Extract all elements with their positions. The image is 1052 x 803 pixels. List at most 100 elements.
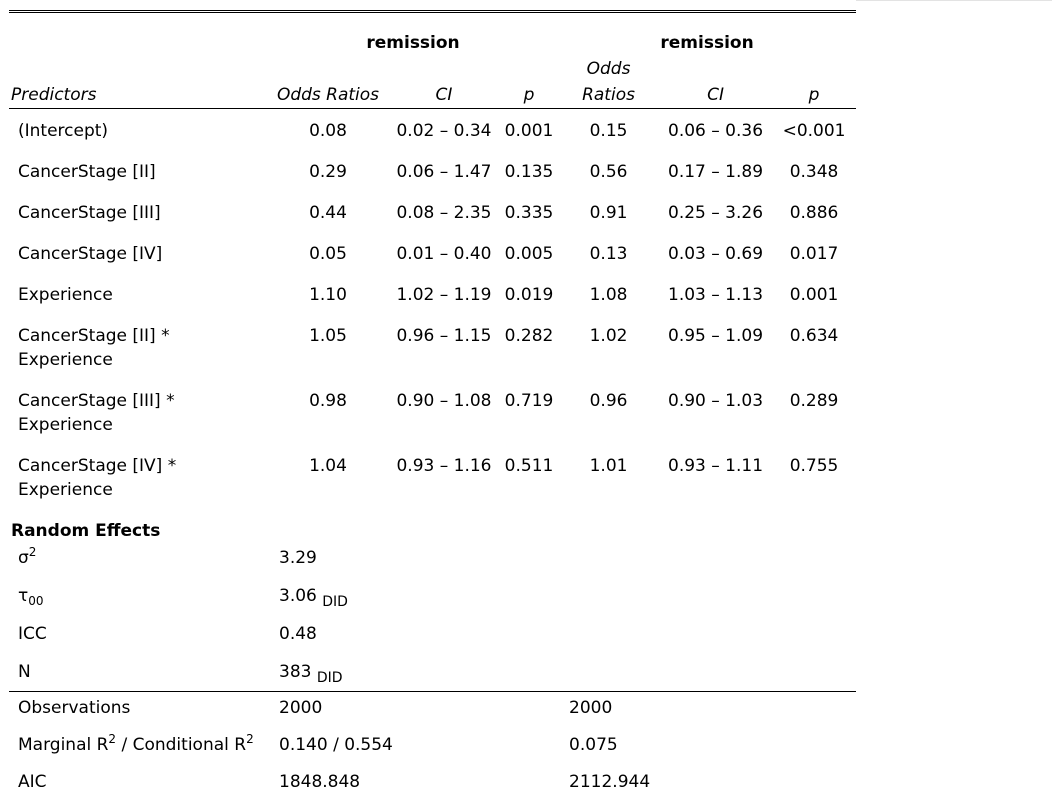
predictor-label-line: Experience [18, 478, 268, 502]
m1-observations: 2000 [268, 692, 558, 730]
r2-label-marginal: Marginal R [18, 735, 108, 755]
model-fit-section: Observations 2000 2000 Marginal R2 / Con… [9, 692, 856, 803]
m2-ci-cell: 0.95 – 1.09 [659, 314, 772, 379]
m1-p-cell: 0.135 [500, 150, 558, 191]
n-label: N [9, 655, 268, 692]
m2-or-cell: 0.96 [558, 379, 659, 444]
n-group: DID [317, 670, 343, 686]
m1-p-cell: 0.511 [500, 444, 558, 509]
m1-or-header: Odds Ratios [268, 56, 388, 109]
sigma-sup: 2 [29, 545, 37, 559]
predictor-label-line: CancerStage [II] * [18, 324, 268, 348]
m2-aic: 2112.944 [558, 766, 856, 803]
m1-or-cell: 1.10 [268, 273, 388, 314]
column-header-row: Predictors Odds Ratios CI p Odds Ratios … [9, 56, 856, 109]
sigma2-value: 3.29 [268, 541, 856, 579]
m1-p-cell: 0.019 [500, 273, 558, 314]
predictor-label: CancerStage [II] *Experience [9, 314, 268, 379]
tau-sub: 00 [28, 594, 43, 608]
predictor-label: Experience [9, 273, 268, 314]
m2-ci-cell: 0.03 – 0.69 [659, 232, 772, 273]
m2-or-cell: 0.13 [558, 232, 659, 273]
m1-ci-header: CI [388, 56, 500, 109]
sigma2-label: σ2 [9, 541, 268, 579]
predictor-label: (Intercept) [9, 109, 268, 151]
m1-or-cell: 1.04 [268, 444, 388, 509]
m2-ci-header: CI [659, 56, 772, 109]
predictor-label: CancerStage [IV] [9, 232, 268, 273]
predictor-label: CancerStage [II] [9, 150, 268, 191]
m1-ci-cell: 0.06 – 1.47 [388, 150, 500, 191]
predictor-label-line: CancerStage [III] * [18, 389, 268, 413]
predictor-label-line: CancerStage [IV] * [18, 454, 268, 478]
m1-p-header: p [500, 56, 558, 109]
fit-row-aic: AIC 1848.848 2112.944 [9, 766, 856, 803]
model-1-dv: remission [268, 12, 558, 57]
icc-value: 0.48 [268, 617, 856, 655]
m1-r2: 0.140 / 0.554 [268, 729, 558, 766]
tau00-value: 3.06 [279, 586, 317, 606]
m2-ci-cell: 1.03 – 1.13 [659, 273, 772, 314]
predictor-label: CancerStage [IV] *Experience [9, 444, 268, 509]
m2-p-cell: 0.017 [772, 232, 856, 273]
r2-label: Marginal R2 / Conditional R2 [9, 729, 268, 766]
m1-or-cell: 0.05 [268, 232, 388, 273]
m1-p-cell: 0.335 [500, 191, 558, 232]
m2-ci-cell: 0.93 – 1.11 [659, 444, 772, 509]
predictor-label-line: Experience [18, 413, 268, 437]
m2-ci-cell: 0.25 – 3.26 [659, 191, 772, 232]
m2-or-cell: 0.91 [558, 191, 659, 232]
header-blank [9, 12, 268, 57]
re-row-icc: ICC 0.48 [9, 617, 856, 655]
top-right-rule [856, 0, 1052, 1]
tau00-value-cell: 3.06 DID [268, 579, 856, 617]
m2-or-header: Odds Ratios [558, 56, 659, 109]
tau-symbol: τ [18, 586, 28, 606]
m1-ci-cell: 0.96 – 1.15 [388, 314, 500, 379]
m1-or-cell: 0.98 [268, 379, 388, 444]
regression-table: remission remission Predictors Odds Rati… [9, 10, 856, 803]
m2-ci-cell: 0.17 – 1.89 [659, 150, 772, 191]
m2-or-cell: 1.01 [558, 444, 659, 509]
predictor-label: CancerStage [III] *Experience [9, 379, 268, 444]
n-value: 383 [279, 662, 311, 682]
m1-ci-cell: 0.93 – 1.16 [388, 444, 500, 509]
m2-p-cell: 0.289 [772, 379, 856, 444]
m1-or-cell: 1.05 [268, 314, 388, 379]
predictors-header: Predictors [9, 56, 268, 109]
re-row-n: N 383 DID [9, 655, 856, 692]
m1-aic: 1848.848 [268, 766, 558, 803]
m2-r2: 0.075 [558, 729, 856, 766]
m2-p-header: p [772, 56, 856, 109]
icc-label: ICC [9, 617, 268, 655]
m2-p-cell: 0.886 [772, 191, 856, 232]
sigma-symbol: σ [18, 548, 29, 568]
r2-label-conditional: / Conditional R [116, 735, 246, 755]
m1-p-cell: 0.001 [500, 109, 558, 151]
predictor-label: CancerStage [III] [9, 191, 268, 232]
m1-ci-cell: 1.02 – 1.19 [388, 273, 500, 314]
m2-ci-cell: 0.06 – 0.36 [659, 109, 772, 151]
m1-or-cell: 0.29 [268, 150, 388, 191]
tau00-label: τ00 [9, 579, 268, 617]
model-header-row: remission remission [9, 12, 856, 57]
r2-sup-1: 2 [108, 732, 116, 746]
re-row-tau00: τ00 3.06 DID [9, 579, 856, 617]
fit-row-r2: Marginal R2 / Conditional R2 0.140 / 0.5… [9, 729, 856, 766]
m1-ci-cell: 0.02 – 0.34 [388, 109, 500, 151]
m1-or-cell: 0.44 [268, 191, 388, 232]
n-value-cell: 383 DID [268, 655, 856, 692]
m2-ci-cell: 0.90 – 1.03 [659, 379, 772, 444]
tau00-group: DID [322, 594, 348, 610]
m2-or-cell: 1.08 [558, 273, 659, 314]
m1-p-cell: 0.282 [500, 314, 558, 379]
m2-or-cell: 0.15 [558, 109, 659, 151]
re-row-sigma2: σ2 3.29 [9, 541, 856, 579]
model-2-dv: remission [558, 12, 856, 57]
